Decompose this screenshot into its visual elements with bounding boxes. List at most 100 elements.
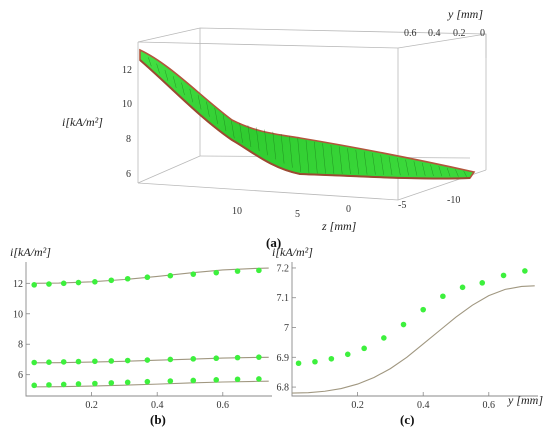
mesh-line	[197, 95, 202, 110]
y-tick-label: 7.1	[277, 293, 290, 304]
mesh-line	[231, 120, 235, 139]
y-tick-label: 7	[284, 323, 289, 334]
panel-a-z-label: i[kA/m²]	[62, 115, 103, 129]
x-tick: 0	[346, 204, 351, 215]
z-tick: 12	[122, 65, 132, 76]
data-point	[400, 321, 407, 328]
mesh-line	[372, 153, 376, 175]
y-tick-label: 6.9	[277, 353, 290, 364]
surface-lower-edge	[139, 59, 471, 180]
y-tick-label: 6	[18, 370, 23, 381]
box-bottom-front	[137, 182, 399, 201]
data-point	[31, 359, 37, 366]
data-point	[479, 280, 486, 286]
x-tick: 10	[232, 206, 242, 217]
data-point	[46, 281, 52, 287]
y-tick-label: 12	[13, 279, 23, 290]
fit-curve	[32, 356, 269, 364]
mesh-line	[446, 167, 451, 177]
data-point	[190, 377, 197, 384]
mesh-line	[421, 162, 426, 176]
box-front-top	[137, 41, 399, 49]
data-point	[256, 267, 262, 274]
mesh-line	[289, 136, 293, 168]
data-point	[144, 274, 151, 281]
data-point	[75, 358, 82, 365]
data-point	[522, 268, 528, 274]
data-point	[124, 379, 131, 386]
data-point	[167, 272, 174, 279]
data-point	[144, 357, 151, 363]
data-point	[124, 357, 131, 364]
panel-b-axes	[25, 262, 272, 397]
y-axis-ticks: 0.6 0.4 0.2 0	[404, 28, 485, 39]
mesh-line	[214, 107, 218, 125]
data-point	[420, 306, 427, 313]
panel-c-points	[295, 268, 528, 367]
mesh-line	[305, 140, 310, 174]
mesh-line	[405, 159, 409, 176]
z-tick: 6	[126, 169, 131, 180]
data-point	[46, 382, 52, 388]
data-point	[108, 277, 115, 284]
data-point	[256, 376, 262, 382]
x-tick: -5	[398, 200, 406, 211]
mesh-line	[322, 143, 326, 174]
x-tick-label: 0.2	[351, 400, 364, 411]
data-point	[108, 358, 115, 364]
mesh-line	[438, 166, 443, 177]
mesh-line	[255, 127, 260, 152]
mesh-line	[264, 129, 268, 156]
x-tick-label: 0.2	[85, 400, 98, 411]
mesh-line	[455, 169, 459, 177]
y-tick-label: 8	[18, 340, 23, 351]
y-tick-label: 6.8	[277, 383, 290, 394]
panel-c-y-label: i[kA/m²]	[272, 245, 313, 259]
fit-curve	[32, 380, 269, 388]
x-tick-label: 0.6	[483, 400, 496, 411]
mesh-line	[206, 101, 210, 117]
data-point	[75, 381, 82, 387]
panel-b-fit-curves	[32, 267, 269, 388]
data-point	[234, 376, 241, 383]
x-axis-ticks: 10 5 0 -5 -10	[232, 195, 460, 220]
x-tick: -10	[447, 195, 460, 206]
panel-a: 12 10 8 6 10 5 0 -5 -10 0.6 0.4 0.2 0 i[…	[62, 7, 487, 250]
panel-c-fit-curves	[291, 285, 535, 394]
mesh-line	[280, 133, 285, 164]
data-point	[92, 380, 98, 387]
surface-mesh	[148, 57, 467, 177]
data-point	[167, 378, 174, 384]
z-axis-ticks: 12 10 8 6	[122, 65, 132, 180]
data-point	[500, 272, 507, 279]
panel-a-label: (a)	[266, 235, 281, 250]
mesh-line	[388, 156, 393, 176]
panel-b-y-label: i[kA/m²]	[10, 245, 51, 259]
x-tick-label: 0.4	[417, 400, 430, 411]
data-point	[295, 360, 302, 367]
data-point	[92, 278, 98, 285]
mesh-line	[164, 69, 169, 81]
data-point	[361, 345, 367, 352]
data-point	[144, 378, 151, 385]
panel-c-label: (c)	[400, 412, 414, 427]
mesh-line	[363, 151, 368, 175]
data-point	[108, 380, 115, 386]
data-point	[213, 355, 220, 362]
y-tick-label: 7.2	[277, 263, 290, 274]
x-tick-label: 0.4	[151, 400, 164, 411]
mesh-line	[397, 157, 401, 176]
mesh-line	[156, 63, 160, 74]
mesh-line	[189, 88, 194, 103]
y-tick: 0.2	[453, 28, 466, 39]
panel-b-x-ticks: 0.2 0.4 0.6	[85, 392, 229, 411]
mesh-line	[463, 170, 467, 177]
mesh-line	[355, 149, 360, 175]
panel-b-label: (b)	[150, 412, 166, 427]
mesh-line	[239, 122, 243, 143]
data-point	[234, 268, 241, 274]
data-point	[124, 275, 131, 282]
x-tick-label: 0.6	[217, 400, 230, 411]
data-point	[328, 355, 335, 362]
